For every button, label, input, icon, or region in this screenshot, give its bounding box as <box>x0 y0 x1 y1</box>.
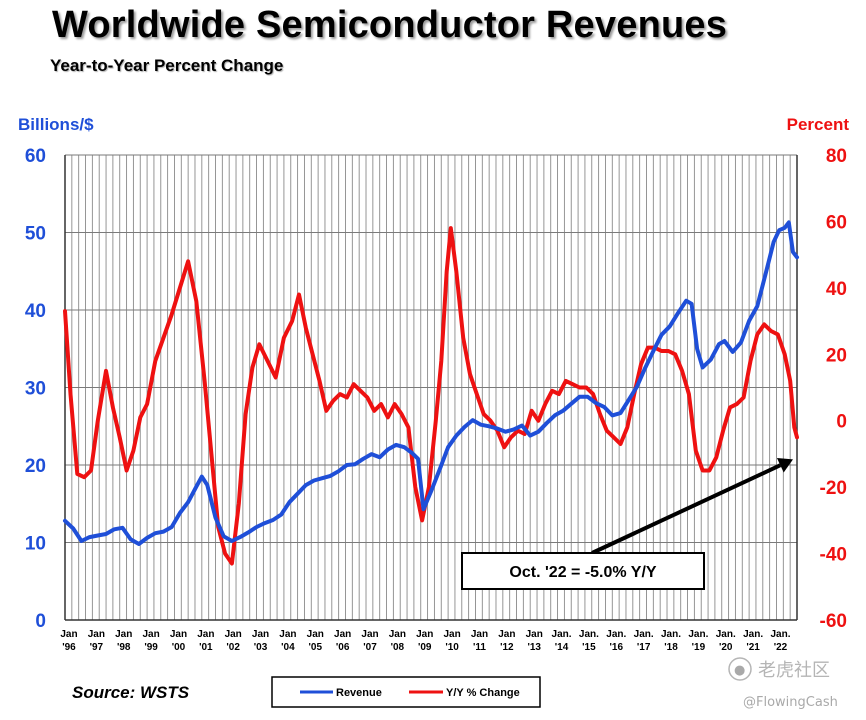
x-tick-label-year: '22 <box>774 642 788 653</box>
left-axis-label: Billions/$ <box>18 115 94 134</box>
chart-title: Worldwide Semiconductor Revenues <box>52 4 728 46</box>
x-tick-label-year: '19 <box>692 642 706 653</box>
x-tick-label-year: '98 <box>117 642 131 653</box>
watermark-logo-text: 老虎社区 <box>758 660 830 681</box>
right-tick-label: -60 <box>820 611 847 632</box>
left-tick-label: 50 <box>25 224 46 245</box>
x-tick-label-month: Jan <box>60 629 77 640</box>
x-tick-label-month: Jan <box>443 629 460 640</box>
annotation-arrowhead <box>776 457 793 473</box>
x-tick-label-year: '10 <box>445 642 459 653</box>
left-tick-label: 40 <box>25 301 46 322</box>
x-tick-label-year: '13 <box>527 642 541 653</box>
x-tick-label-year: '02 <box>226 642 240 653</box>
x-tick-label-year: '03 <box>254 642 268 653</box>
annotation-arrow <box>591 463 782 555</box>
right-tick-label: -20 <box>820 478 847 499</box>
x-tick-label-year: '11 <box>473 642 486 653</box>
x-tick-label-month: Jan. <box>552 629 572 640</box>
x-tick-label-year: '15 <box>582 642 596 653</box>
x-tick-label-year: '16 <box>610 642 624 653</box>
x-tick-label-month: Jan <box>416 629 433 640</box>
x-tick-label-year: '09 <box>418 642 432 653</box>
left-tick-label: 30 <box>25 379 46 400</box>
x-tick-label-month: Jan <box>115 629 132 640</box>
x-tick-label-month: Jan. <box>770 629 790 640</box>
x-tick-label-year: '18 <box>664 642 678 653</box>
right-tick-label: -40 <box>820 545 847 566</box>
legend-label-yoy: Y/Y % Change <box>446 687 520 699</box>
right-axis-label: Percent <box>786 115 849 134</box>
x-tick-label-year: '20 <box>719 642 733 653</box>
right-tick-label: 20 <box>826 345 847 366</box>
x-tick-label-month: Jan. <box>716 629 736 640</box>
series-lines <box>63 220 799 566</box>
yoy-change-line <box>63 226 799 566</box>
x-tick-label-year: '99 <box>144 642 158 653</box>
x-tick-label-month: Jan <box>88 629 105 640</box>
x-tick-label-month: Jan <box>361 629 378 640</box>
x-tick-label-month: Jan <box>498 629 515 640</box>
x-tick-label-year: '21 <box>746 642 760 653</box>
legend-label-revenue: Revenue <box>336 687 382 699</box>
revenue-line <box>63 220 799 546</box>
watermark-logo-glyph: ● <box>734 663 745 678</box>
x-tick-label-year: '05 <box>309 642 323 653</box>
left-tick-label: 20 <box>25 456 46 477</box>
watermark-handle: @FlowingCash <box>743 695 838 710</box>
x-tick-label-month: Jan <box>252 629 269 640</box>
x-tick-label-year: '01 <box>199 642 213 653</box>
x-tick-label-month: Jan <box>471 629 488 640</box>
x-tick-label-month: Jan <box>526 629 543 640</box>
x-tick-label-month: Jan <box>142 629 159 640</box>
source-note: Source: WSTS <box>72 683 190 702</box>
right-tick-label: 60 <box>826 212 847 233</box>
x-tick-label-year: '00 <box>172 642 186 653</box>
left-tick-label: 60 <box>25 146 46 167</box>
right-tick-label: 40 <box>826 279 847 300</box>
right-tick-label: 0 <box>836 412 847 433</box>
x-tick-label-year: '12 <box>500 642 514 653</box>
x-tick-label-month: Jan. <box>606 629 626 640</box>
x-tick-label-month: Jan. <box>661 629 681 640</box>
x-tick-label-year: '17 <box>637 642 651 653</box>
x-tick-label-month: Jan. <box>688 629 708 640</box>
annotation: Oct. '22 = -5.0% Y/Y <box>461 457 793 590</box>
left-tick-label: 10 <box>25 534 46 555</box>
watermark-logo-icon <box>728 657 752 681</box>
watermark: ● 老虎社区 @FlowingCash <box>728 657 838 710</box>
legend: Revenue Y/Y % Change <box>271 676 541 708</box>
x-tick-label-year: '06 <box>336 642 350 653</box>
x-tick-label-month: Jan <box>279 629 296 640</box>
x-tick-label-month: Jan <box>197 629 214 640</box>
x-tick-label-year: '97 <box>90 642 104 653</box>
x-tick-label-year: '08 <box>391 642 405 653</box>
x-tick-label-month: Jan. <box>634 629 654 640</box>
x-tick-label-month: Jan <box>334 629 351 640</box>
x-tick-label-month: Jan. <box>743 629 763 640</box>
x-tick-label-year: '04 <box>281 642 295 653</box>
x-tick-label-month: Jan <box>389 629 406 640</box>
x-tick-label-year: '96 <box>62 642 76 653</box>
x-tick-label-month: Jan. <box>579 629 599 640</box>
x-tick-label-year: '14 <box>555 642 569 653</box>
right-tick-label: 80 <box>826 146 847 167</box>
chart-subtitle: Year-to-Year Percent Change <box>50 56 284 75</box>
x-tick-label-month: Jan <box>307 629 324 640</box>
annotation-box <box>461 552 705 590</box>
axes: 0 10 20 30 40 50 60 -60 -40 -20 0 20 40 60 80 Jan '96 Jan… <box>25 146 847 653</box>
left-tick-label: 0 <box>35 611 46 632</box>
x-tick-label-month: Jan <box>225 629 242 640</box>
x-tick-label-year: '07 <box>363 642 377 653</box>
x-tick-label-month: Jan <box>170 629 187 640</box>
annotation-text: Oct. '22 = -5.0% Y/Y <box>509 564 656 581</box>
